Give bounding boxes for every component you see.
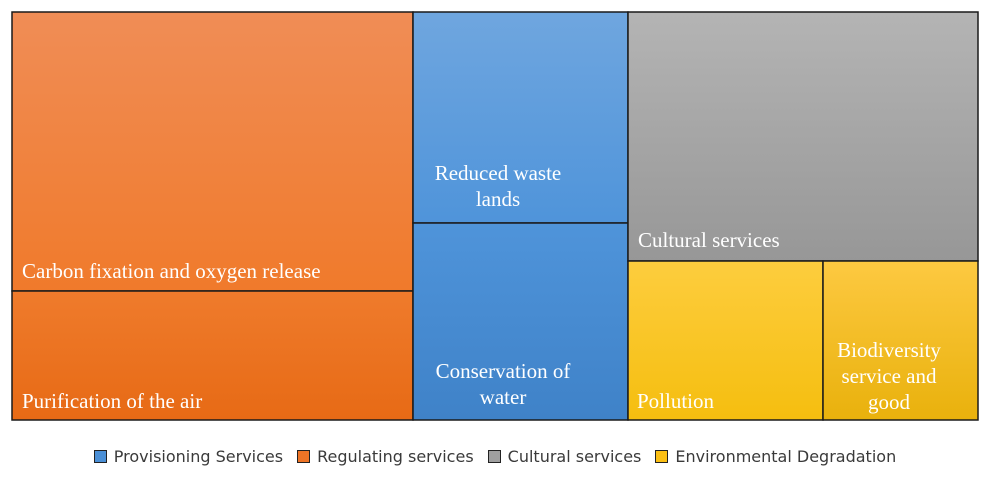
legend-swatch [93, 449, 107, 463]
tile-label: Biodiversity service and good [837, 338, 941, 414]
legend-label: Provisioning Services [113, 446, 284, 466]
tile-label: Carbon fixation and oxygen release [22, 259, 321, 283]
legend-swatch [655, 449, 669, 463]
legend-label: Cultural services [507, 446, 642, 466]
tile-label: Cultural services [638, 228, 780, 252]
treemap-tile [11, 290, 414, 421]
tile-label-line: lands [476, 187, 520, 211]
treemap-tile [627, 260, 824, 421]
legend: Provisioning Services Regulating services… [0, 444, 990, 468]
tile-label-line: Purification of the air [22, 389, 202, 413]
legend-entry: Cultural services [487, 446, 642, 466]
legend-entry: Provisioning Services [93, 446, 284, 466]
tile-label-line: water [480, 385, 527, 409]
tile-label: Pollution [637, 389, 715, 413]
treemap-chart: Carbon fixation and oxygen release Purifi… [11, 11, 979, 421]
legend-entry: Regulating services [297, 447, 474, 466]
tile-label-line: Reduced waste [435, 161, 562, 185]
tile-label-line: Carbon fixation and oxygen release [22, 259, 321, 283]
tile-label-line: Biodiversity [837, 338, 941, 362]
treemap-tile [822, 260, 979, 421]
treemap-tile [627, 11, 979, 262]
tile-label-line: service and [841, 364, 937, 388]
tile-label-line: Conservation of [436, 359, 571, 383]
legend-label: Regulating services [317, 446, 474, 466]
tile-label: Reduced waste lands [435, 161, 562, 211]
treemap-tiles: Carbon fixation and oxygen release Purifi… [11, 11, 979, 421]
legend-label: Environmental Degradation [675, 446, 897, 466]
tile-label-line: Cultural services [638, 228, 780, 252]
legend-swatch [297, 449, 311, 463]
tile-label-line: good [868, 390, 911, 414]
tile-label: Conservation of water [436, 359, 571, 409]
legend-swatch [487, 449, 501, 463]
treemap-tile [412, 11, 629, 224]
legend-entry: Environmental Degradation [655, 447, 896, 466]
tile-label: Purification of the air [22, 389, 202, 413]
treemap-tile [11, 11, 414, 292]
tile-label-line: Pollution [637, 389, 715, 413]
